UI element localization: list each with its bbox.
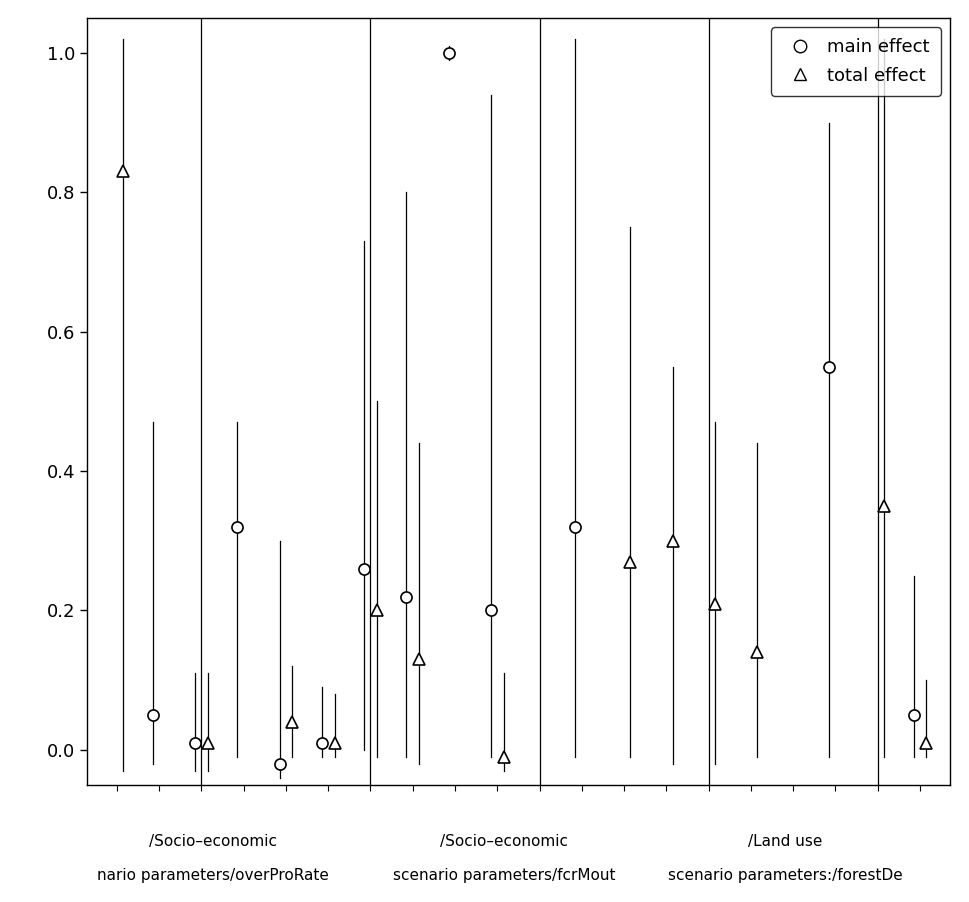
Text: /Socio–economic: /Socio–economic: [440, 834, 568, 850]
Legend: main effect, total effect: main effect, total effect: [771, 27, 941, 96]
Text: /Land use: /Land use: [748, 834, 822, 850]
Text: nario parameters/overProRate: nario parameters/overProRate: [97, 868, 329, 883]
Text: scenario parameters/fcrMout: scenario parameters/fcrMout: [392, 868, 615, 883]
Text: /Socio–economic: /Socio–economic: [149, 834, 277, 850]
Text: scenario parameters:/forestDe: scenario parameters:/forestDe: [668, 868, 902, 883]
